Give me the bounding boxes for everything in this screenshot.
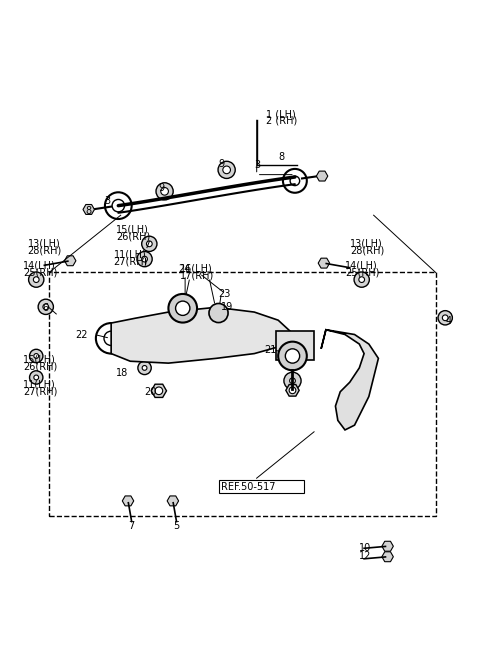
Text: 24: 24 — [178, 264, 191, 274]
Text: 5: 5 — [173, 521, 180, 531]
Text: 12: 12 — [360, 551, 372, 561]
Text: 1 (LH): 1 (LH) — [266, 109, 296, 119]
Circle shape — [38, 299, 53, 314]
Polygon shape — [382, 552, 393, 562]
Polygon shape — [64, 256, 76, 266]
Text: 13(LH): 13(LH) — [28, 239, 60, 249]
Text: REF.50-517: REF.50-517 — [221, 482, 276, 492]
Polygon shape — [167, 496, 179, 506]
Bar — [218, 480, 304, 493]
Polygon shape — [83, 205, 95, 215]
Text: 2 (RH): 2 (RH) — [266, 116, 298, 126]
Circle shape — [29, 272, 44, 287]
Text: 27(RH): 27(RH) — [23, 387, 57, 397]
Text: 4: 4 — [445, 316, 451, 326]
Circle shape — [43, 304, 48, 310]
Circle shape — [30, 349, 43, 363]
Circle shape — [219, 319, 230, 330]
Text: 14(LH): 14(LH) — [345, 260, 378, 270]
Text: 21: 21 — [264, 345, 276, 355]
Circle shape — [284, 372, 301, 389]
Polygon shape — [318, 258, 330, 268]
Circle shape — [156, 183, 173, 200]
Circle shape — [96, 323, 126, 354]
Text: 11(LH): 11(LH) — [23, 379, 56, 389]
Polygon shape — [321, 330, 378, 430]
Circle shape — [222, 322, 227, 327]
Circle shape — [34, 277, 39, 282]
Circle shape — [223, 166, 230, 174]
Circle shape — [34, 375, 38, 380]
Text: 27(RH): 27(RH) — [114, 256, 148, 266]
Bar — [49, 272, 436, 516]
Text: 13(LH): 13(LH) — [350, 239, 383, 249]
Circle shape — [354, 272, 369, 287]
Text: 11(LH): 11(LH) — [114, 250, 146, 260]
Polygon shape — [316, 171, 328, 181]
Circle shape — [155, 387, 163, 395]
Circle shape — [105, 192, 132, 219]
Circle shape — [142, 256, 147, 262]
Text: 19: 19 — [221, 302, 233, 312]
Circle shape — [289, 387, 296, 393]
Circle shape — [142, 236, 157, 252]
Polygon shape — [111, 307, 290, 363]
Text: 6: 6 — [42, 303, 48, 313]
Text: 26(RH): 26(RH) — [116, 231, 150, 242]
Circle shape — [34, 354, 38, 359]
Text: 10: 10 — [360, 543, 372, 553]
Bar — [276, 331, 314, 360]
Circle shape — [112, 199, 124, 212]
Circle shape — [142, 365, 147, 371]
Circle shape — [176, 301, 190, 315]
Text: 22: 22 — [75, 330, 88, 341]
Text: 25(RH): 25(RH) — [23, 268, 57, 278]
Text: 28(RH): 28(RH) — [350, 246, 384, 256]
Circle shape — [161, 187, 168, 195]
Text: 23: 23 — [218, 289, 231, 299]
Circle shape — [443, 315, 448, 320]
Polygon shape — [286, 385, 299, 396]
Circle shape — [218, 161, 235, 179]
Text: 14(LH): 14(LH) — [23, 260, 56, 270]
Text: 28(RH): 28(RH) — [28, 246, 62, 256]
Text: 15(LH): 15(LH) — [116, 225, 149, 235]
Circle shape — [290, 176, 300, 185]
Circle shape — [30, 371, 43, 384]
Polygon shape — [122, 496, 134, 506]
Text: 7: 7 — [128, 521, 134, 531]
Text: 8: 8 — [85, 206, 91, 216]
Circle shape — [146, 241, 152, 247]
Circle shape — [289, 378, 295, 383]
Text: 20: 20 — [144, 387, 157, 397]
Text: 25(RH): 25(RH) — [345, 268, 379, 278]
Text: 9: 9 — [218, 159, 225, 169]
Circle shape — [209, 304, 228, 322]
Circle shape — [285, 349, 300, 363]
Text: 9: 9 — [159, 183, 165, 193]
Text: 8: 8 — [278, 152, 284, 162]
Text: 15(LH): 15(LH) — [23, 355, 56, 365]
Text: 16(LH): 16(LH) — [180, 264, 213, 274]
Text: 3: 3 — [254, 160, 261, 170]
Text: 3: 3 — [104, 196, 110, 206]
Circle shape — [168, 294, 197, 322]
Text: 26(RH): 26(RH) — [23, 361, 57, 371]
Circle shape — [283, 169, 307, 193]
Polygon shape — [382, 541, 393, 551]
Circle shape — [137, 252, 152, 267]
Text: 18: 18 — [116, 368, 128, 378]
Text: 17(RH): 17(RH) — [180, 271, 215, 281]
Circle shape — [438, 310, 452, 325]
Circle shape — [359, 277, 364, 282]
Circle shape — [138, 361, 151, 375]
Polygon shape — [151, 384, 167, 397]
Circle shape — [278, 342, 307, 371]
Circle shape — [104, 331, 118, 345]
